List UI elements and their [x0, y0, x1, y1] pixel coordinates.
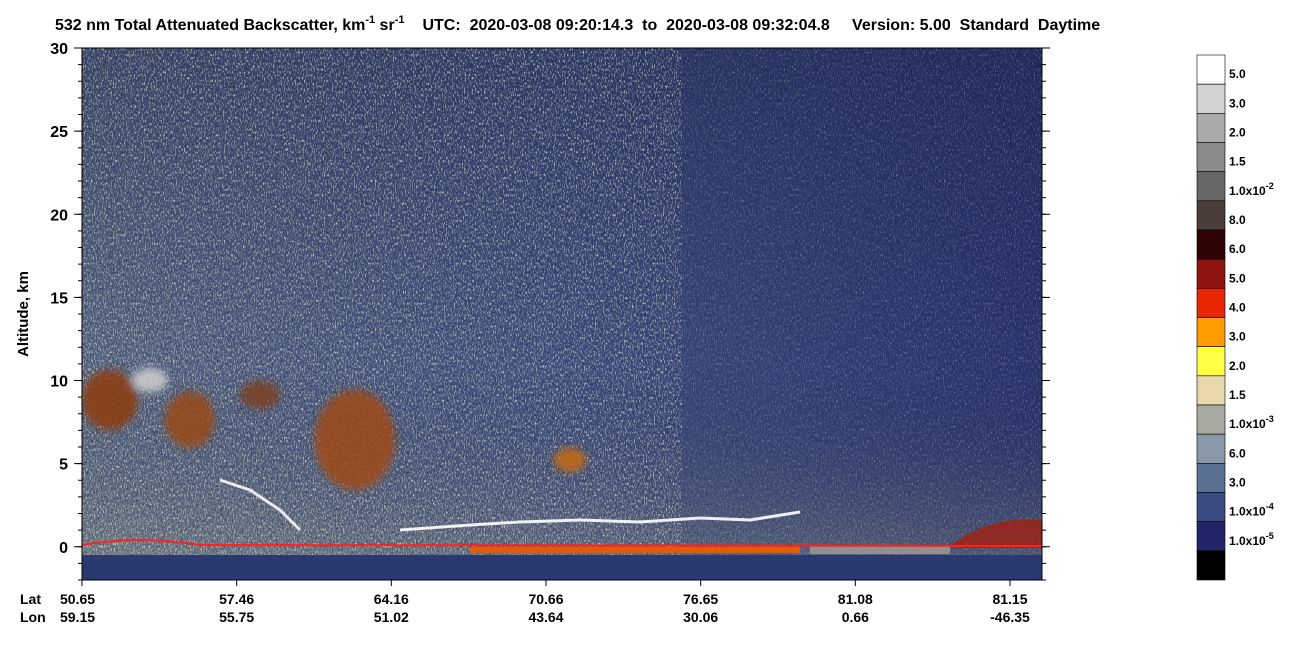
x-tick-label: 30.06 [683, 609, 718, 625]
y-tick-label: 15 [50, 290, 68, 307]
colorbar-cell [1196, 229, 1226, 260]
colorbar-label-text: 1.0x10 [1229, 505, 1266, 519]
colorbar-label-text: 6.0 [1229, 446, 1246, 460]
colorbar-cell [1196, 492, 1226, 522]
colorbar-cell [1196, 346, 1226, 377]
x-tick-label: 81.15 [992, 591, 1027, 607]
x-row-name: Lat [20, 591, 41, 607]
colorbar-label-text: 2.0 [1229, 359, 1246, 373]
colorbar-label: 6.0 [1229, 446, 1246, 460]
colorbar-label-text: 2.0 [1229, 126, 1246, 140]
colorbar-cell [1196, 171, 1226, 202]
x-tick-label: 81.08 [838, 591, 873, 607]
colorbar-cell [1196, 463, 1226, 493]
colorbar-label: 3.0 [1229, 96, 1246, 110]
colorbar-label-text: 3.0 [1229, 330, 1246, 344]
colorbar-cell [1196, 142, 1226, 172]
x-tick-label: 76.65 [683, 591, 718, 607]
colorbar-label-text: 1.0x10 [1229, 184, 1266, 198]
colorbar-label-sup: -5 [1266, 531, 1274, 541]
title-part: 532 nm Total Attenuated Backscatter, km [55, 17, 365, 34]
colorbar-label-text: 6.0 [1229, 242, 1246, 256]
x-tick-label: 0.66 [842, 609, 869, 625]
x-tick-label: 70.66 [528, 591, 563, 607]
colorbar-label: 1.5 [1229, 388, 1246, 402]
colorbar-label-sup: -3 [1266, 414, 1274, 424]
x-tick-label: -46.35 [990, 609, 1030, 625]
colorbar-label: 5.0 [1229, 67, 1246, 81]
colorbar-label-sup: -2 [1266, 181, 1274, 191]
x-tick-label: 64.16 [374, 591, 409, 607]
subtitle: UTC: 2020-03-08 09:20:14.3 to 2020-03-08… [422, 17, 1100, 34]
colorbar-label: 3.0 [1229, 476, 1246, 490]
x-tick-label: 57.46 [219, 591, 254, 607]
colorbar-label-text: 4.0 [1229, 301, 1246, 315]
x-tick-label: 59.15 [60, 609, 95, 625]
chart-title: 532 nm Total Attenuated Backscatter, km-… [55, 14, 1100, 34]
colorbar-cell [1196, 258, 1226, 289]
x-tick-label: 50.65 [60, 591, 95, 607]
colorbar-label-text: 1.0x10 [1229, 534, 1266, 548]
colorbar-cell [1196, 83, 1226, 114]
y-tick-label: 0 [59, 540, 68, 557]
colorbar-cell [1196, 375, 1226, 406]
y-tick-label: 20 [50, 207, 68, 224]
colorbar-cell [1196, 200, 1226, 231]
colorbar-label: 3.0 [1229, 330, 1246, 344]
x-tick-label: 51.02 [374, 609, 409, 625]
colorbar-label-sup: -4 [1266, 502, 1274, 512]
colorbar-label-text: 3.0 [1229, 476, 1246, 490]
colorbar-label: 6.0 [1229, 242, 1246, 256]
colorbar-cell [1196, 113, 1226, 143]
colorbar-label-text: 5.0 [1229, 271, 1246, 285]
colorbar-label-text: 3.0 [1229, 96, 1246, 110]
y-tick-label: 10 [50, 374, 68, 391]
y-tick-label: 25 [50, 124, 68, 141]
colorbar-label: 5.0 [1229, 271, 1246, 285]
colorbar-cell [1196, 521, 1226, 552]
colorbar-cell [1196, 404, 1226, 435]
title-sup: -1 [395, 14, 405, 26]
colorbar-label-text: 1.0x10 [1229, 417, 1266, 431]
colorbar-label: 1.0x10-4 [1229, 502, 1274, 519]
colorbar-label-text: 8.0 [1229, 213, 1246, 227]
colorbar-label: 2.0 [1229, 126, 1246, 140]
y-tick-label: 5 [59, 457, 68, 474]
heatmap [82, 48, 1042, 580]
y-axis-label: Altitude, km [15, 271, 32, 357]
colorbar-label: 1.0x10-2 [1229, 181, 1274, 198]
colorbar-label-text: 5.0 [1229, 67, 1246, 81]
colorbar-label: 2.0 [1229, 359, 1246, 373]
colorbar-cell [1196, 317, 1226, 347]
colorbar-cell [1196, 433, 1226, 464]
colorbar-label-text: 1.5 [1229, 388, 1246, 402]
x-tick-label: 55.75 [219, 609, 254, 625]
colorbar-cell [1196, 54, 1226, 85]
colorbar-label: 1.0x10-5 [1229, 531, 1274, 548]
colorbar-label: 1.5 [1229, 155, 1246, 169]
title-part: sr [375, 17, 395, 34]
colorbar-label-text: 1.5 [1229, 155, 1246, 169]
colorbar-label: 8.0 [1229, 213, 1246, 227]
x-tick-label: 43.64 [528, 609, 563, 625]
colorbar-label: 1.0x10-3 [1229, 414, 1274, 431]
title-sup: -1 [365, 14, 375, 26]
y-tick-label: 30 [50, 41, 68, 58]
x-row-name: Lon [20, 609, 46, 625]
colorbar-cell [1196, 288, 1226, 318]
colorbar-label: 4.0 [1229, 301, 1246, 315]
colorbar-cell [1196, 550, 1226, 581]
